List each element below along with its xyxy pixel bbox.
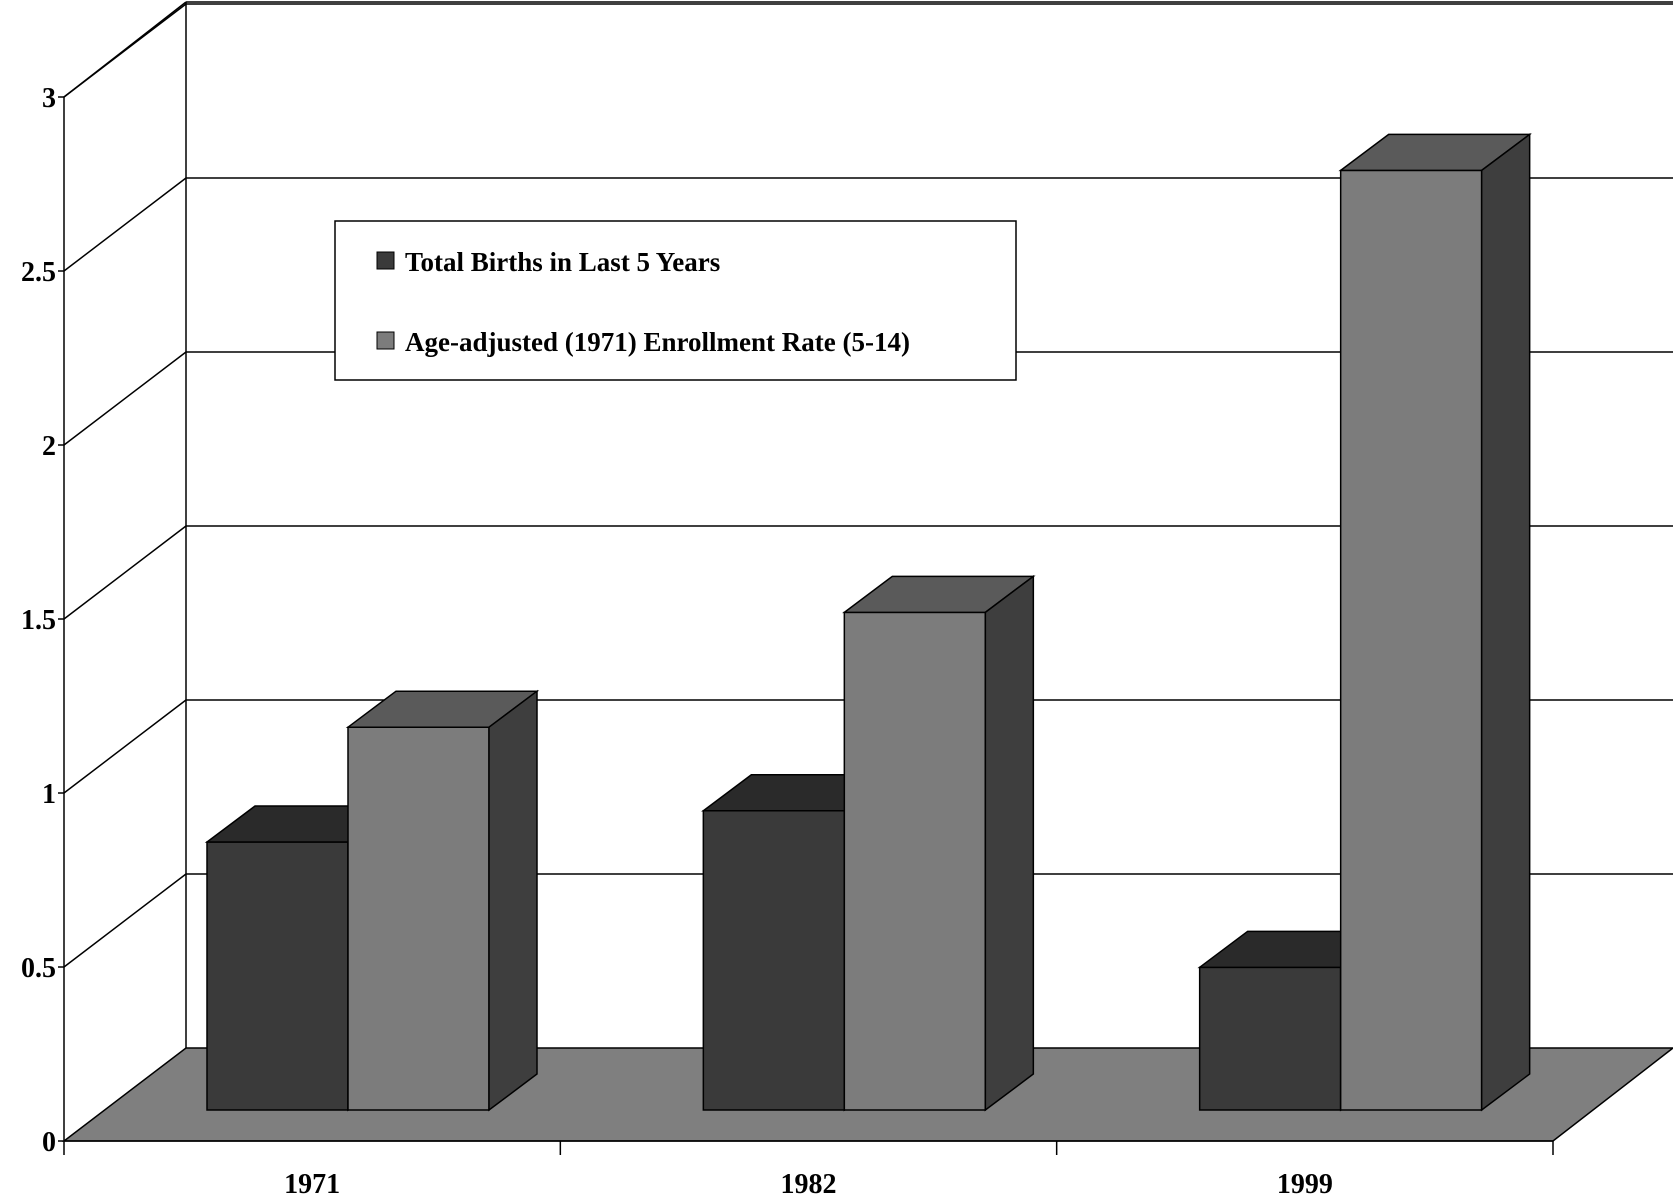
legend-swatch-total-births (376, 251, 395, 270)
y-tick-label: 0 (42, 1127, 56, 1158)
side-gridline (63, 177, 187, 272)
bar-1999-series-2 (1338, 132, 1532, 1112)
side-gridline (63, 525, 187, 620)
y-tick-label: 2.5 (21, 257, 56, 288)
legend-swatch-enrollment-rate (376, 331, 395, 350)
y-tick-label: 2 (42, 431, 56, 462)
axes-layer: 0 0.5 1 1.5 2 2.5 3 1971 1982 1999 (21, 83, 1554, 1200)
y-tick-label: 3 (42, 83, 56, 114)
bars-layer (204, 132, 1532, 1112)
bar-1971-series-2 (345, 689, 540, 1112)
legend-label-total-births: Total Births in Last 5 Years (405, 247, 720, 277)
side-gridline (63, 3, 187, 98)
bar-1982-series-2 (842, 574, 1036, 1112)
x-tick-label: 1999 (1277, 1169, 1333, 1200)
bar-1999-series-2-side (1480, 132, 1531, 1112)
y-tick-label: 1.5 (21, 605, 56, 636)
bar-1971-series-2-side (488, 689, 538, 1112)
side-gridline (63, 873, 187, 968)
x-tick-label: 1971 (284, 1169, 340, 1200)
x-tick-label: 1982 (781, 1169, 837, 1200)
side-gridline (63, 699, 187, 794)
bar-1982-series-2-side (984, 574, 1035, 1112)
bar-1999-series-1-front (1198, 966, 1342, 1111)
bar-1999-series-2-front (1339, 169, 1483, 1111)
bar-1982-series-1-front (702, 809, 846, 1111)
legend-box (334, 220, 1017, 381)
y-tick-label: 1 (42, 779, 56, 810)
bar-1982-series-2-front (843, 611, 987, 1111)
side-gridline (63, 351, 187, 446)
y-tick-label: 0.5 (21, 953, 56, 984)
legend: Total Births in Last 5 Years Age-adjuste… (334, 220, 1017, 381)
legend-label-enrollment-rate: Age-adjusted (1971) Enrollment Rate (5-1… (405, 327, 910, 357)
bar-1971-series-2-front (347, 726, 490, 1111)
bar-1971-series-1-front (206, 841, 349, 1111)
